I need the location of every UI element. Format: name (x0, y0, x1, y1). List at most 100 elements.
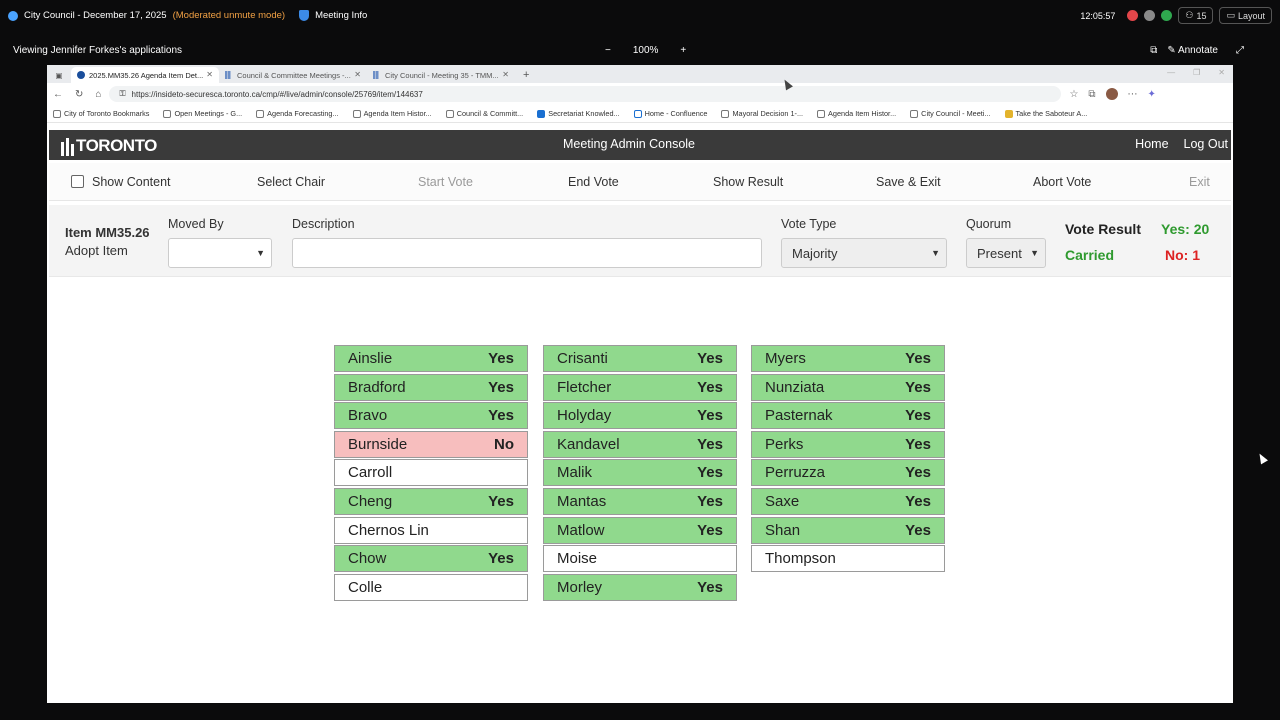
settings-icon[interactable] (1144, 10, 1156, 21)
councillor-name: Morley (557, 578, 603, 596)
vote-type-select[interactable]: Majority ▼ (781, 238, 947, 268)
maximize-icon[interactable]: ❐ (1193, 68, 1201, 77)
close-icon[interactable]: ✕ (354, 70, 361, 79)
close-icon[interactable]: ✕ (206, 70, 213, 79)
bookmark[interactable]: Agenda Forecasting... (256, 109, 339, 118)
status-icon[interactable] (1161, 10, 1173, 21)
refresh-icon[interactable]: ↻ (75, 88, 84, 100)
councillor-name: Saxe (765, 493, 800, 510)
close-icon[interactable]: ✕ (502, 70, 509, 79)
address-bar-row: ← ↻ ⌂ ⚿ https://insideto-securesca.toron… (47, 83, 1233, 105)
toronto-logo[interactable]: TORONTO (61, 136, 157, 156)
tab-actions-icon[interactable]: ▣ (55, 71, 63, 80)
checkbox[interactable] (71, 175, 84, 188)
quorum-select[interactable]: Present ▼ (966, 238, 1046, 268)
vote-value: Yes (488, 378, 514, 396)
description-field[interactable] (292, 238, 762, 268)
councillor-name: Carroll (348, 464, 393, 482)
abort-vote-button[interactable]: Abort Vote (1033, 175, 1092, 189)
vote-type-label: Vote Type (781, 217, 837, 231)
bookmark[interactable]: Agenda Item Histor... (352, 109, 432, 118)
address-bar[interactable]: ⚿ https://insideto-securesca.toronto.ca/… (109, 86, 1062, 102)
home-link[interactable]: Home (1135, 137, 1169, 151)
bookmark[interactable]: Secretariat Knowled... (537, 109, 620, 118)
vote-cell-perks: Perks Yes (751, 430, 945, 458)
globe-icon (817, 109, 826, 118)
link-icon (163, 109, 172, 118)
back-icon[interactable]: ← (53, 88, 63, 100)
layout-icon: ▭ (1226, 10, 1235, 20)
end-vote-button[interactable]: End Vote (568, 175, 619, 189)
bookmark[interactable]: Agenda Item Histor... (817, 109, 896, 118)
zoom-out-button[interactable]: − (605, 45, 611, 56)
bookmark-label: Agenda Item Histor... (363, 109, 432, 118)
vote-value: Yes (697, 493, 723, 510)
vote-cell-shan: Shan Yes (751, 516, 945, 544)
meeting-info-button[interactable]: Meeting Info (315, 10, 368, 21)
layout-button[interactable]: ▭ Layout (1219, 7, 1272, 24)
exit-button[interactable]: Exit (1189, 175, 1210, 189)
vote-value: Yes (488, 407, 514, 425)
bookmark[interactable]: Council & Committ... (445, 109, 523, 118)
councillor-name: Kandavel (557, 435, 620, 453)
participants-button[interactable]: ⚇ 15 (1178, 7, 1214, 24)
favorites-icon[interactable]: ☆ (1069, 88, 1079, 100)
save-exit-button[interactable]: Save & Exit (876, 175, 941, 189)
vote-cell-saxe: Saxe Yes (751, 488, 945, 515)
vote-cell-carroll: Carroll (334, 459, 528, 487)
bookmark-label: City of Toronto Bookmarks (64, 109, 150, 118)
fullscreen-icon[interactable]: ⤢ (1236, 45, 1244, 56)
new-tab-button[interactable]: + (523, 69, 530, 81)
councillor-name: Matlow (557, 521, 605, 539)
bookmark[interactable]: Home - Confluence (633, 109, 707, 118)
confluence-icon (633, 109, 642, 118)
browser-window: ▣ 2025.MM35.26 Agenda Item Det... ✕ Coun… (47, 65, 1233, 703)
zoom-in-button[interactable]: + (680, 45, 687, 56)
vote-value: Yes (488, 493, 514, 510)
vote-cell-mantas: Mantas Yes (543, 488, 737, 515)
record-icon[interactable] (1127, 10, 1139, 21)
tab-agenda-item[interactable]: 2025.MM35.26 Agenda Item Det... ✕ (71, 67, 219, 83)
chart-icon (445, 109, 454, 118)
bookmark[interactable]: Mayoral Decision 1-... (721, 109, 803, 118)
tab-label: 2025.MM35.26 Agenda Item Det... (89, 70, 204, 80)
show-content-toggle[interactable]: Show Content (71, 175, 171, 189)
copilot-icon[interactable]: ✦ (1147, 88, 1156, 100)
minimize-icon[interactable]: — (1167, 68, 1176, 77)
annotate-button[interactable]: ✎ Annotate (1167, 45, 1218, 56)
vote-value: Yes (905, 407, 931, 425)
vote-cell-myers: Myers Yes (751, 345, 945, 372)
vote-value: Yes (697, 578, 723, 596)
profile-avatar[interactable] (1105, 88, 1118, 100)
globe-icon (256, 109, 265, 118)
bookmark[interactable]: City Council - Meeti... (910, 109, 991, 118)
bookmark-label: Take the Saboteur A... (1015, 109, 1088, 118)
show-result-button[interactable]: Show Result (713, 175, 784, 189)
vote-cell-malik: Malik Yes (543, 459, 737, 487)
item-action: Adopt Item (65, 243, 128, 258)
home-icon[interactable]: ⌂ (95, 88, 102, 100)
vote-cell-kandavel: Kandavel Yes (543, 430, 737, 458)
popout-icon[interactable]: ⧉ (1150, 45, 1158, 56)
collections-icon[interactable]: ⧉ (1088, 88, 1096, 100)
logout-link[interactable]: Log Out (1183, 137, 1228, 151)
tab-council-committee[interactable]: Council & Committee Meetings -... ✕ (219, 67, 367, 83)
vote-cell-holyday: Holyday Yes (543, 402, 737, 430)
moved-by-select[interactable]: ▼ (168, 238, 272, 268)
councillor-name: Bravo (348, 407, 388, 425)
start-vote-button[interactable]: Start Vote (418, 175, 473, 189)
item-id: Item MM35.26 (65, 225, 150, 240)
select-chair-button[interactable]: Select Chair (257, 175, 326, 189)
bookmark[interactable]: Take the Saboteur A... (1004, 109, 1088, 118)
vote-value: Yes (697, 378, 723, 396)
vote-cell-matlow: Matlow Yes (543, 516, 737, 544)
vote-cell-perruzza: Perruzza Yes (751, 459, 945, 487)
vote-cell-colle: Colle (334, 573, 528, 601)
vote-cell-thompson: Thompson (751, 545, 945, 573)
bookmark-folder[interactable]: City of Toronto Bookmarks (53, 109, 149, 118)
site-info-icon[interactable]: ⚿ (119, 89, 126, 98)
more-icon[interactable]: ⋯ (1127, 88, 1138, 100)
close-window-icon[interactable]: ✕ (1218, 68, 1225, 77)
tab-city-council-meeting[interactable]: City Council - Meeting 35 - TMM... ✕ (367, 67, 515, 83)
bookmark[interactable]: Open Meetings - G... (163, 109, 242, 118)
